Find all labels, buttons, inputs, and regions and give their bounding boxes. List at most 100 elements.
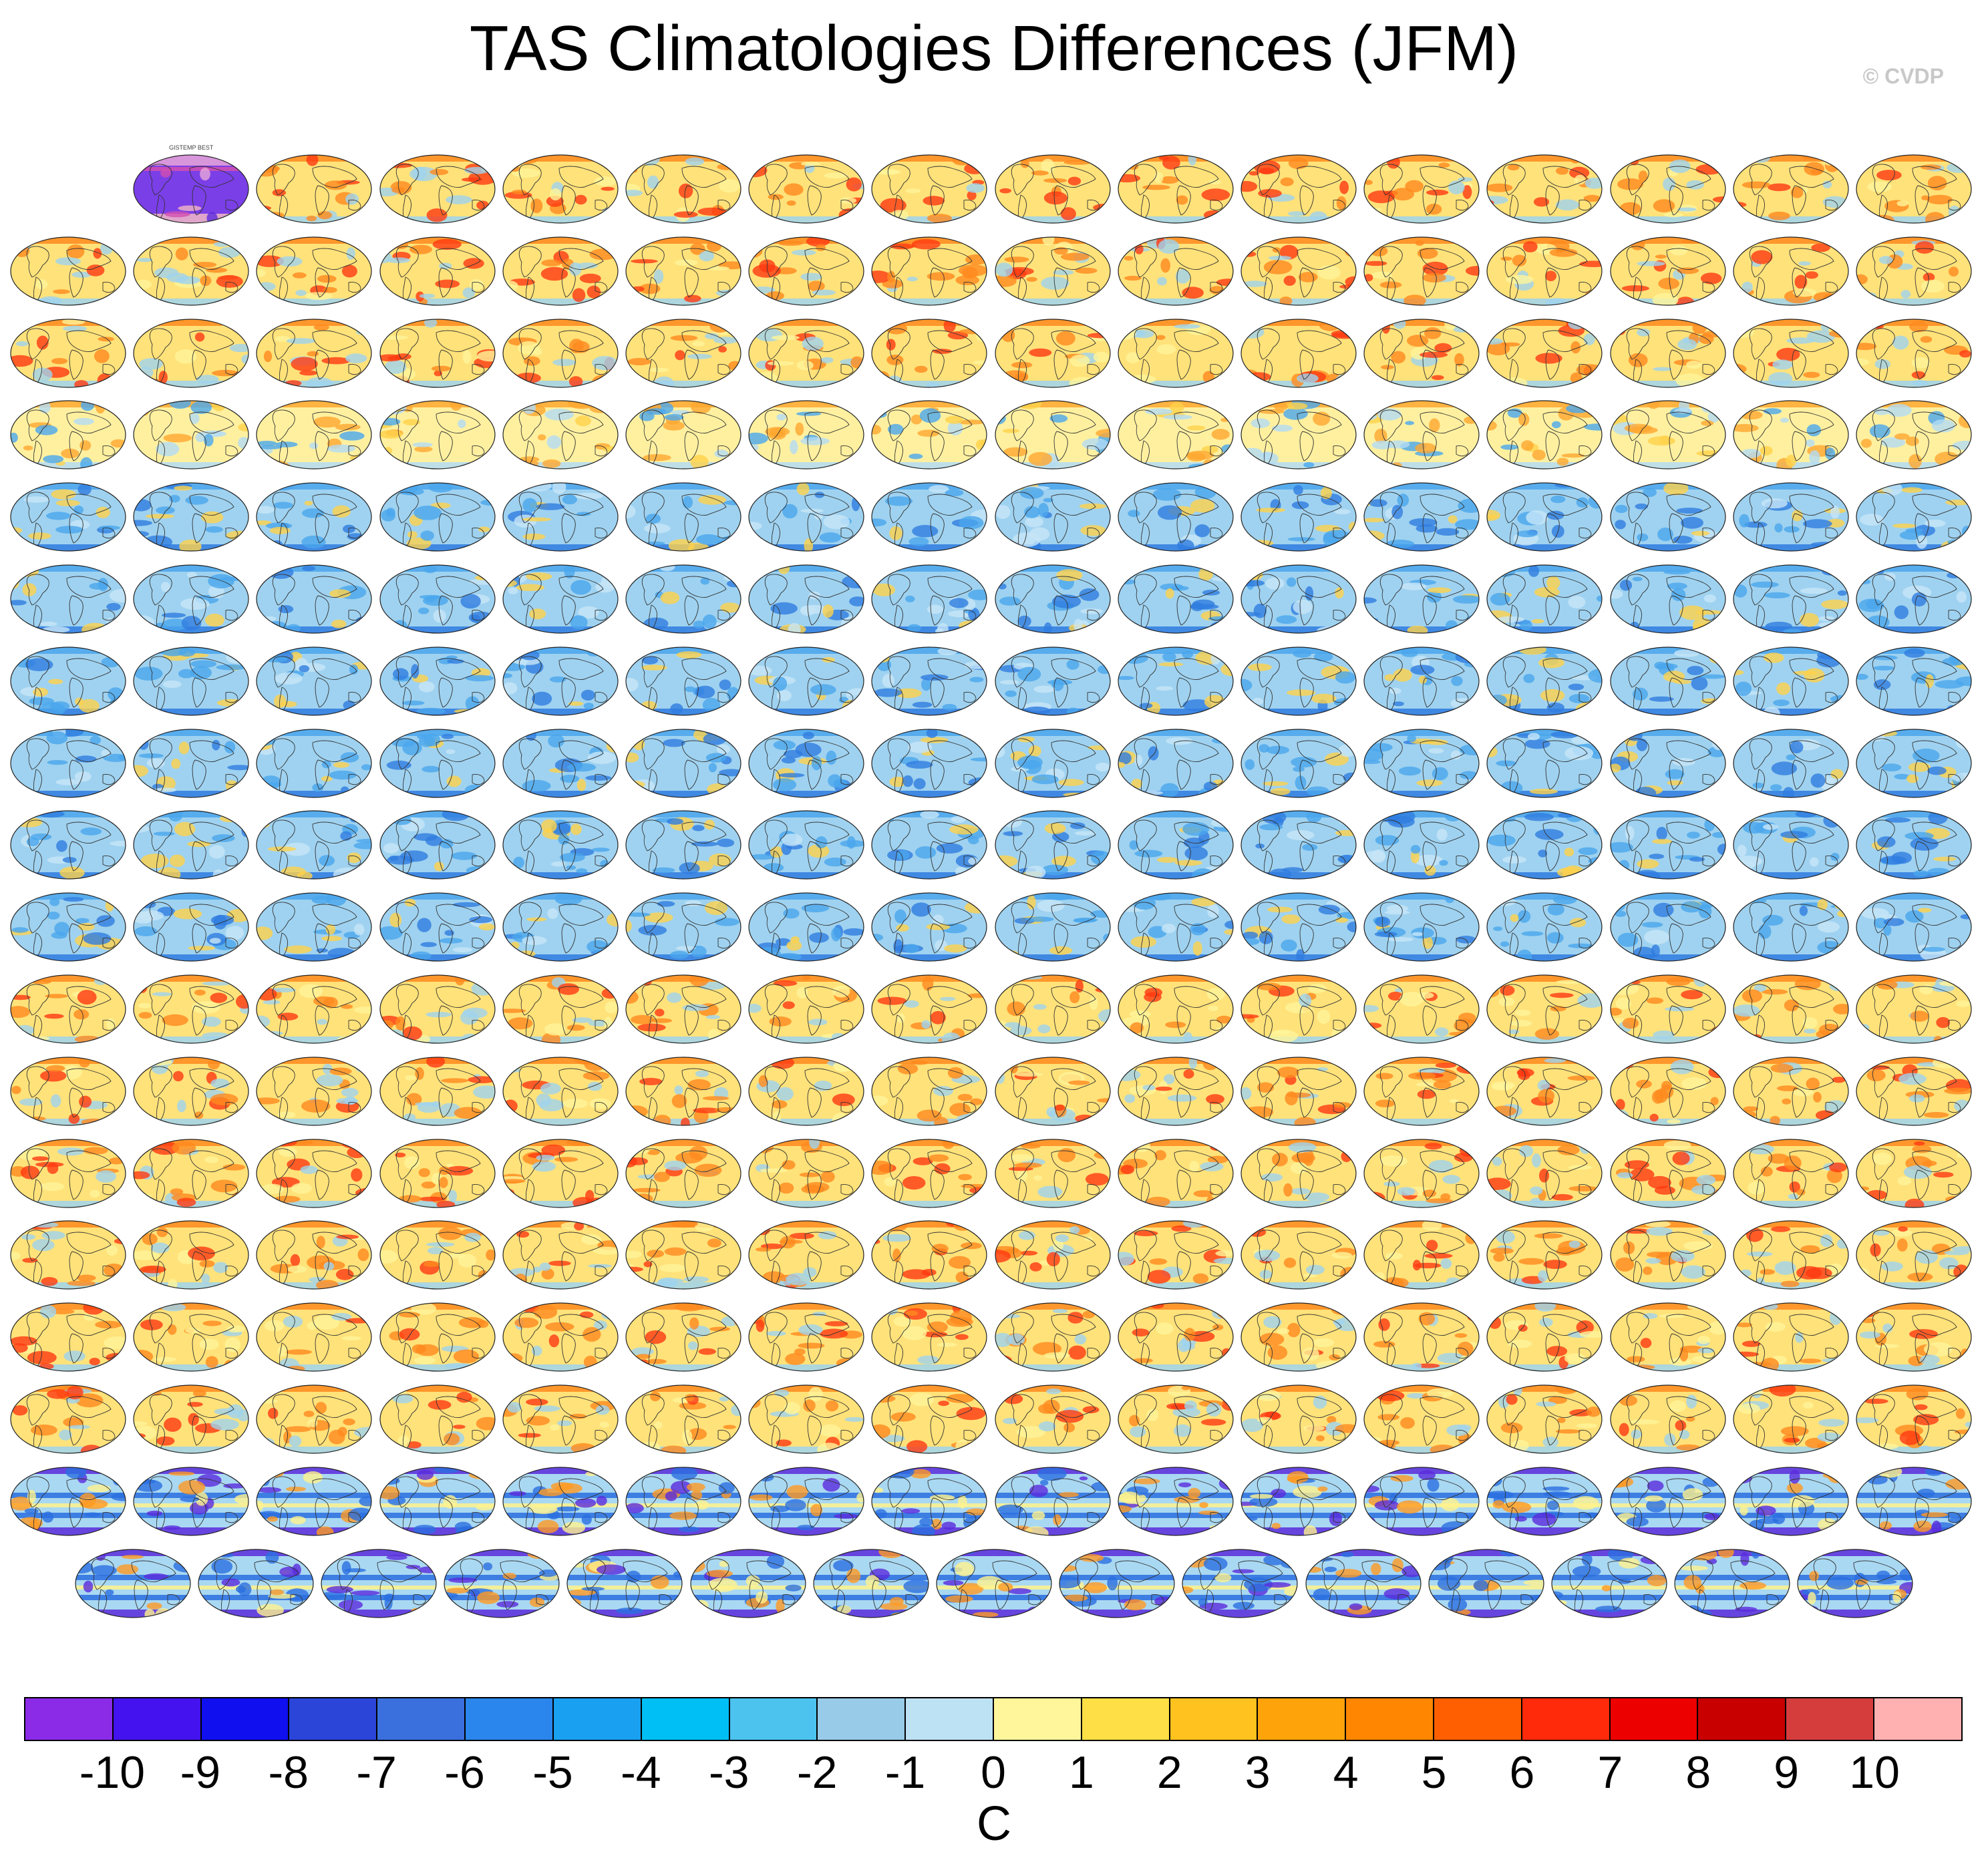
global-map bbox=[625, 810, 741, 880]
model-map-panel bbox=[255, 309, 373, 389]
model-map-panel bbox=[994, 472, 1112, 552]
global-map bbox=[748, 646, 864, 716]
model-map-panel bbox=[379, 719, 496, 799]
model-map-panel bbox=[994, 636, 1112, 717]
global-map bbox=[748, 728, 864, 798]
global-map bbox=[502, 1220, 619, 1290]
colorbar bbox=[24, 1697, 1963, 1741]
model-map-panel bbox=[1732, 472, 1850, 552]
model-map-panel bbox=[255, 1047, 373, 1127]
model-map-panel bbox=[1732, 964, 1850, 1045]
model-map-panel bbox=[748, 800, 865, 880]
model-map-panel bbox=[625, 144, 742, 224]
model-map-panel bbox=[994, 1129, 1112, 1209]
model-map-panel bbox=[502, 390, 619, 470]
global-map bbox=[871, 1467, 987, 1536]
global-map bbox=[1856, 1467, 1972, 1536]
global-map bbox=[1733, 1384, 1849, 1454]
model-map-panel bbox=[748, 1047, 865, 1127]
global-map bbox=[379, 564, 496, 634]
global-map bbox=[1240, 236, 1357, 306]
colorbar-box bbox=[1698, 1698, 1787, 1740]
model-map-panel bbox=[1117, 309, 1234, 389]
model-map-panel bbox=[9, 1047, 127, 1127]
model-map-panel bbox=[1486, 719, 1603, 799]
global-map bbox=[1363, 892, 1480, 962]
model-map-panel bbox=[1117, 1292, 1234, 1372]
model-map-panel bbox=[132, 1292, 250, 1372]
global-map bbox=[321, 1548, 437, 1618]
global-map bbox=[994, 1467, 1111, 1536]
global-map bbox=[1609, 154, 1726, 224]
colorbar-tick-label: -3 bbox=[709, 1747, 750, 1798]
model-map-panel bbox=[197, 1539, 315, 1619]
model-map-panel bbox=[379, 1292, 496, 1372]
model-map-panel bbox=[625, 1374, 742, 1455]
global-map bbox=[1551, 1548, 1667, 1618]
model-map-panel bbox=[1240, 554, 1357, 634]
model-map-panel bbox=[379, 1210, 496, 1290]
model-map-panel bbox=[1117, 1047, 1234, 1127]
model-map-panel bbox=[994, 1457, 1112, 1537]
model-map-panel bbox=[1240, 1210, 1357, 1290]
model-map-panel bbox=[994, 1292, 1112, 1372]
model-map-panel bbox=[1240, 1292, 1357, 1372]
global-map bbox=[133, 318, 249, 388]
global-map bbox=[1733, 564, 1849, 634]
model-map-panel bbox=[1732, 882, 1850, 962]
global-map bbox=[1733, 482, 1849, 552]
model-map-panel bbox=[1117, 144, 1234, 224]
global-map bbox=[133, 400, 249, 470]
model-map-panel bbox=[1732, 800, 1850, 880]
colorbar-box bbox=[818, 1698, 906, 1740]
model-map-panel bbox=[1363, 800, 1480, 880]
model-map-panel bbox=[9, 800, 127, 880]
model-map-panel bbox=[870, 1374, 988, 1455]
colorbar-tick-label: -4 bbox=[621, 1747, 661, 1798]
model-map-panel bbox=[132, 636, 250, 717]
global-map bbox=[10, 1384, 126, 1454]
global-map bbox=[994, 728, 1111, 798]
reference-map-panel: GISTEMP BEST bbox=[132, 144, 250, 224]
global-map bbox=[133, 728, 249, 798]
global-map bbox=[1363, 236, 1480, 306]
global-map bbox=[1363, 564, 1480, 634]
model-map-panel bbox=[1673, 1539, 1791, 1619]
colorbar-tick-label: 2 bbox=[1156, 1747, 1182, 1798]
global-map bbox=[1856, 564, 1972, 634]
colorbar-box bbox=[641, 1698, 730, 1740]
global-map bbox=[625, 1302, 741, 1372]
global-map bbox=[379, 728, 496, 798]
colorbar-box bbox=[993, 1698, 1082, 1740]
model-map-panel bbox=[870, 390, 988, 470]
global-map bbox=[502, 974, 619, 1044]
global-map bbox=[1486, 1467, 1603, 1536]
model-map-panel bbox=[9, 472, 127, 552]
model-map-panel bbox=[748, 309, 865, 389]
global-map bbox=[1733, 974, 1849, 1044]
model-map-panel bbox=[1486, 309, 1603, 389]
model-map-panel bbox=[748, 719, 865, 799]
model-map-panel bbox=[502, 882, 619, 962]
model-map-panel bbox=[870, 144, 988, 224]
global-map bbox=[502, 236, 619, 306]
model-map-panel bbox=[625, 636, 742, 717]
model-map-panel bbox=[870, 1292, 988, 1372]
model-map-panel bbox=[255, 1374, 373, 1455]
global-map bbox=[1486, 564, 1603, 634]
model-map-panel bbox=[132, 226, 250, 307]
model-map-panel bbox=[1486, 144, 1603, 224]
model-map-panel bbox=[1240, 1129, 1357, 1209]
model-map-panel bbox=[1855, 1457, 1973, 1537]
global-map bbox=[1856, 810, 1972, 880]
model-map-panel bbox=[1240, 719, 1357, 799]
global-map bbox=[1733, 1302, 1849, 1372]
model-map-panel bbox=[1305, 1539, 1422, 1619]
global-map bbox=[1363, 1467, 1480, 1536]
global-map bbox=[1609, 1220, 1726, 1290]
global-map bbox=[1363, 646, 1480, 716]
global-map bbox=[10, 1057, 126, 1126]
model-map-panel bbox=[1609, 1457, 1727, 1537]
global-map bbox=[748, 1057, 864, 1126]
global-map bbox=[1856, 646, 1972, 716]
